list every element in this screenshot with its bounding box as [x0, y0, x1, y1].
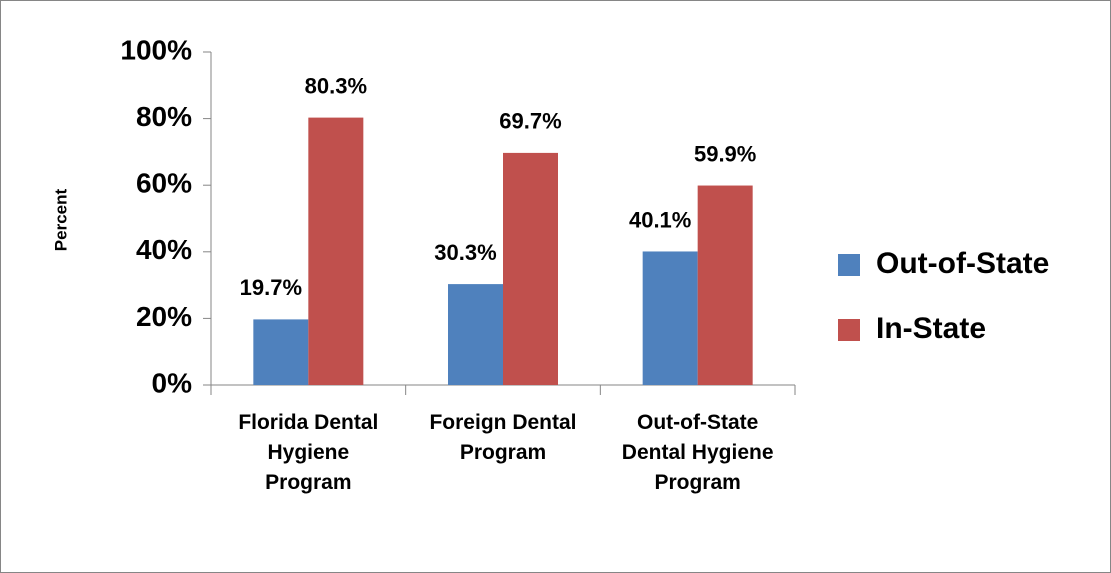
legend-label: In-State [876, 312, 986, 345]
y-tick-label: 100% [120, 34, 192, 65]
x-tick-label: Foreign Dental Program [429, 411, 577, 464]
x-tick-label: Florida Dental Hygiene Program [238, 411, 379, 494]
legend-swatch [838, 254, 860, 276]
data-label: 59.9% [694, 141, 756, 166]
data-label: 19.7% [240, 275, 302, 300]
bar [697, 185, 753, 385]
data-label: 69.7% [499, 109, 561, 134]
bar [448, 284, 503, 385]
legend-swatch [838, 319, 860, 341]
y-tick-label: 80% [136, 101, 192, 132]
data-label: 30.3% [434, 240, 496, 265]
data-label: 80.3% [305, 73, 367, 98]
y-tick-label: 0% [152, 367, 193, 398]
y-tick-label: 20% [136, 301, 192, 332]
bar [253, 319, 309, 385]
bar [642, 251, 698, 385]
bar [503, 152, 558, 385]
y-axis-label: Percent [51, 188, 70, 251]
x-tick-label: Out-of-State Dental Hygiene Program [621, 411, 774, 494]
bar [308, 117, 364, 385]
legend-label: Out-of-State [876, 247, 1049, 280]
data-label: 40.1% [629, 207, 691, 232]
y-tick-label: 40% [136, 234, 192, 265]
y-tick-label: 60% [136, 168, 192, 199]
